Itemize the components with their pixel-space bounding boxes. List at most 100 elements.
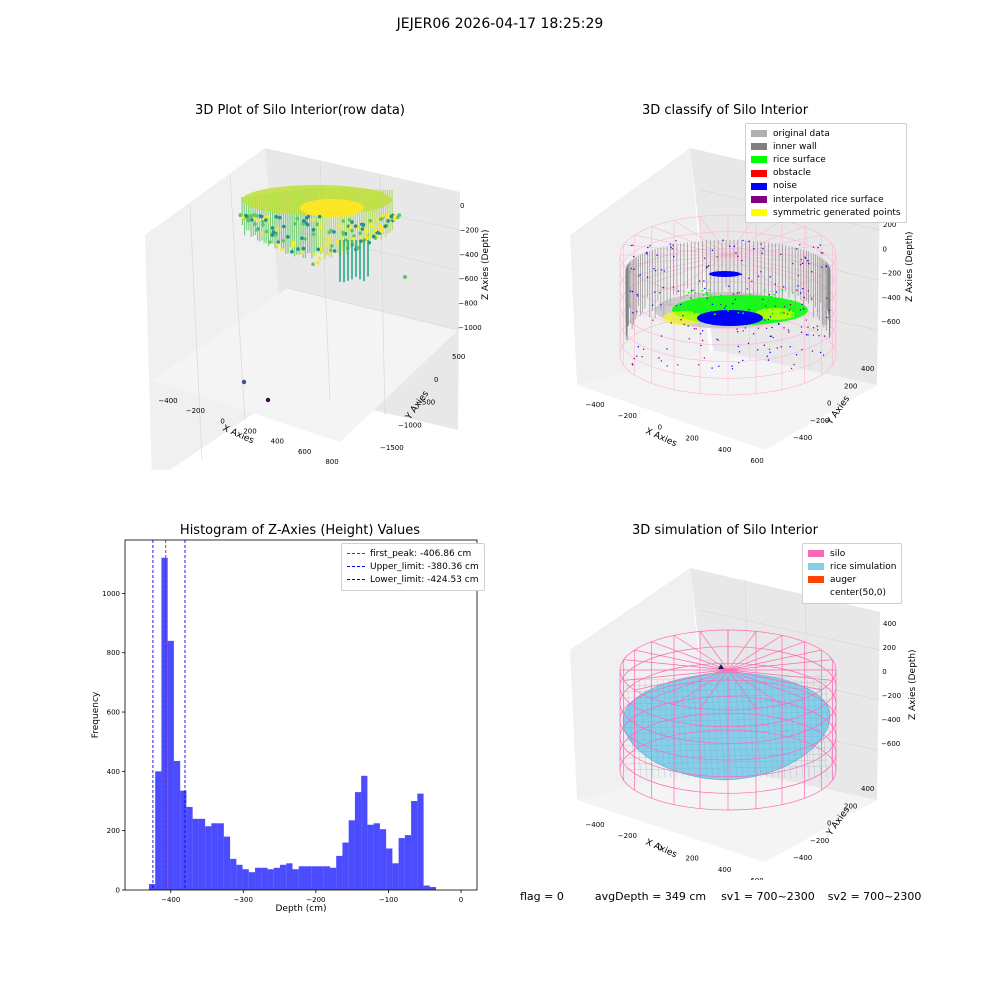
raw-data-point xyxy=(246,217,251,221)
noise-point xyxy=(744,327,747,329)
silo-roof-spoke xyxy=(727,220,783,256)
histogram-x-tick-label: 0 xyxy=(459,896,463,904)
noise-point xyxy=(670,322,672,324)
noise-point xyxy=(822,252,824,254)
noise-point xyxy=(658,357,660,359)
noise-point xyxy=(764,319,766,321)
histogram-bar xyxy=(354,792,362,890)
histogram-bar xyxy=(186,806,193,890)
raw-data-point xyxy=(270,226,275,230)
rice-surface-point xyxy=(788,310,790,313)
rice-mesh-line xyxy=(626,679,636,779)
noise-point xyxy=(633,268,635,271)
noise-point xyxy=(666,365,668,367)
histogram-y-tick-label: 200 xyxy=(107,827,120,835)
legend-label: Upper_limit: -380.36 cm xyxy=(370,561,479,572)
noise-point xyxy=(704,287,706,290)
noise-point xyxy=(766,355,768,358)
noise-point xyxy=(799,309,802,311)
legend-label: silo xyxy=(830,548,846,559)
noise-point xyxy=(821,266,823,268)
histogram-bar xyxy=(217,823,224,890)
rice-surface-point xyxy=(791,291,794,294)
noise-point xyxy=(680,319,682,321)
noise-point xyxy=(799,263,802,266)
histogram-bar xyxy=(298,866,305,890)
noise-point xyxy=(689,297,692,299)
simulation-y-tick-label: 200 xyxy=(844,802,857,810)
raw-x-tick-label: −400 xyxy=(158,397,177,405)
noise-point xyxy=(807,326,809,328)
noise-point xyxy=(673,255,675,258)
histogram-x-tick-label: −400 xyxy=(161,896,180,904)
noise-point xyxy=(780,346,782,348)
simulation-z-tick-label: 400 xyxy=(883,620,896,628)
raw-data-point xyxy=(273,233,278,237)
noise-point xyxy=(769,276,771,278)
flag-readout: flag = 0 xyxy=(520,890,564,903)
noise-point xyxy=(774,305,777,307)
noise-point xyxy=(780,253,782,255)
raw-data-point xyxy=(281,238,286,243)
rice-surface-point xyxy=(687,303,690,306)
raw-data-point xyxy=(256,218,261,223)
legend-line-sample xyxy=(347,566,365,568)
raw-data-point xyxy=(248,214,253,218)
noise-point xyxy=(717,339,720,341)
raw-data-point xyxy=(356,246,360,250)
noise-point xyxy=(797,285,799,287)
histogram-bar xyxy=(286,863,293,890)
raw-data-point xyxy=(341,219,346,223)
silo-wireframe xyxy=(619,214,837,396)
simulation-z-tick-label: 200 xyxy=(883,644,896,652)
noise-point xyxy=(812,327,815,329)
simulation-y-tick-label: 0 xyxy=(827,820,831,828)
noise-point xyxy=(748,277,750,280)
histogram-y-tick-label: 600 xyxy=(107,709,120,717)
raw-data-point xyxy=(360,227,365,231)
silo-roof-spoke xyxy=(673,635,729,671)
noise-point xyxy=(761,252,763,254)
rice-surface-point xyxy=(686,294,688,297)
legend-entry: Lower_limit: -424.53 cm xyxy=(347,573,479,586)
raw-data-point xyxy=(327,251,331,255)
noise-point xyxy=(642,348,645,351)
noise-point xyxy=(811,298,813,300)
classify-x-tick-label: 600 xyxy=(750,457,763,465)
noise-point xyxy=(695,328,697,330)
histogram-bar xyxy=(223,836,231,890)
noise-point xyxy=(811,350,814,352)
raw-data-point xyxy=(385,214,389,219)
legend-entry: rice surface xyxy=(751,153,901,166)
simulation-y-tick-label: −400 xyxy=(793,854,812,862)
legend-entry: center(50,0) xyxy=(808,587,896,600)
noise-point xyxy=(632,364,634,366)
raw-data-point xyxy=(274,214,279,219)
rice-surface-point xyxy=(687,291,690,294)
rice-surface-point xyxy=(698,297,701,300)
noise-point xyxy=(632,312,634,314)
simulation-x-tick-label: 400 xyxy=(718,866,731,874)
noise-point xyxy=(653,268,655,270)
raw-top-surface xyxy=(300,199,364,217)
noise-point xyxy=(732,321,734,323)
simulation-x-tick-label: 200 xyxy=(686,855,699,863)
rice-surface-point xyxy=(782,311,784,314)
noise-point xyxy=(783,305,786,308)
noise-point xyxy=(801,303,803,306)
noise-point xyxy=(649,245,651,247)
histogram-bar xyxy=(161,557,168,890)
rice-surface-point xyxy=(708,289,711,292)
classify-x-tick-label: 400 xyxy=(718,446,731,454)
rice-surface-point xyxy=(727,309,730,312)
noise-point xyxy=(805,257,807,260)
rice-surface-point xyxy=(720,308,722,311)
rice-surface-point xyxy=(791,310,794,313)
noise-point xyxy=(768,348,771,350)
silo-roof-spoke xyxy=(727,635,783,671)
legend-swatch xyxy=(751,182,767,190)
simulation-z-axis-label: Z Axies (Depth) xyxy=(908,649,918,720)
rice-mesh-line xyxy=(770,679,780,779)
